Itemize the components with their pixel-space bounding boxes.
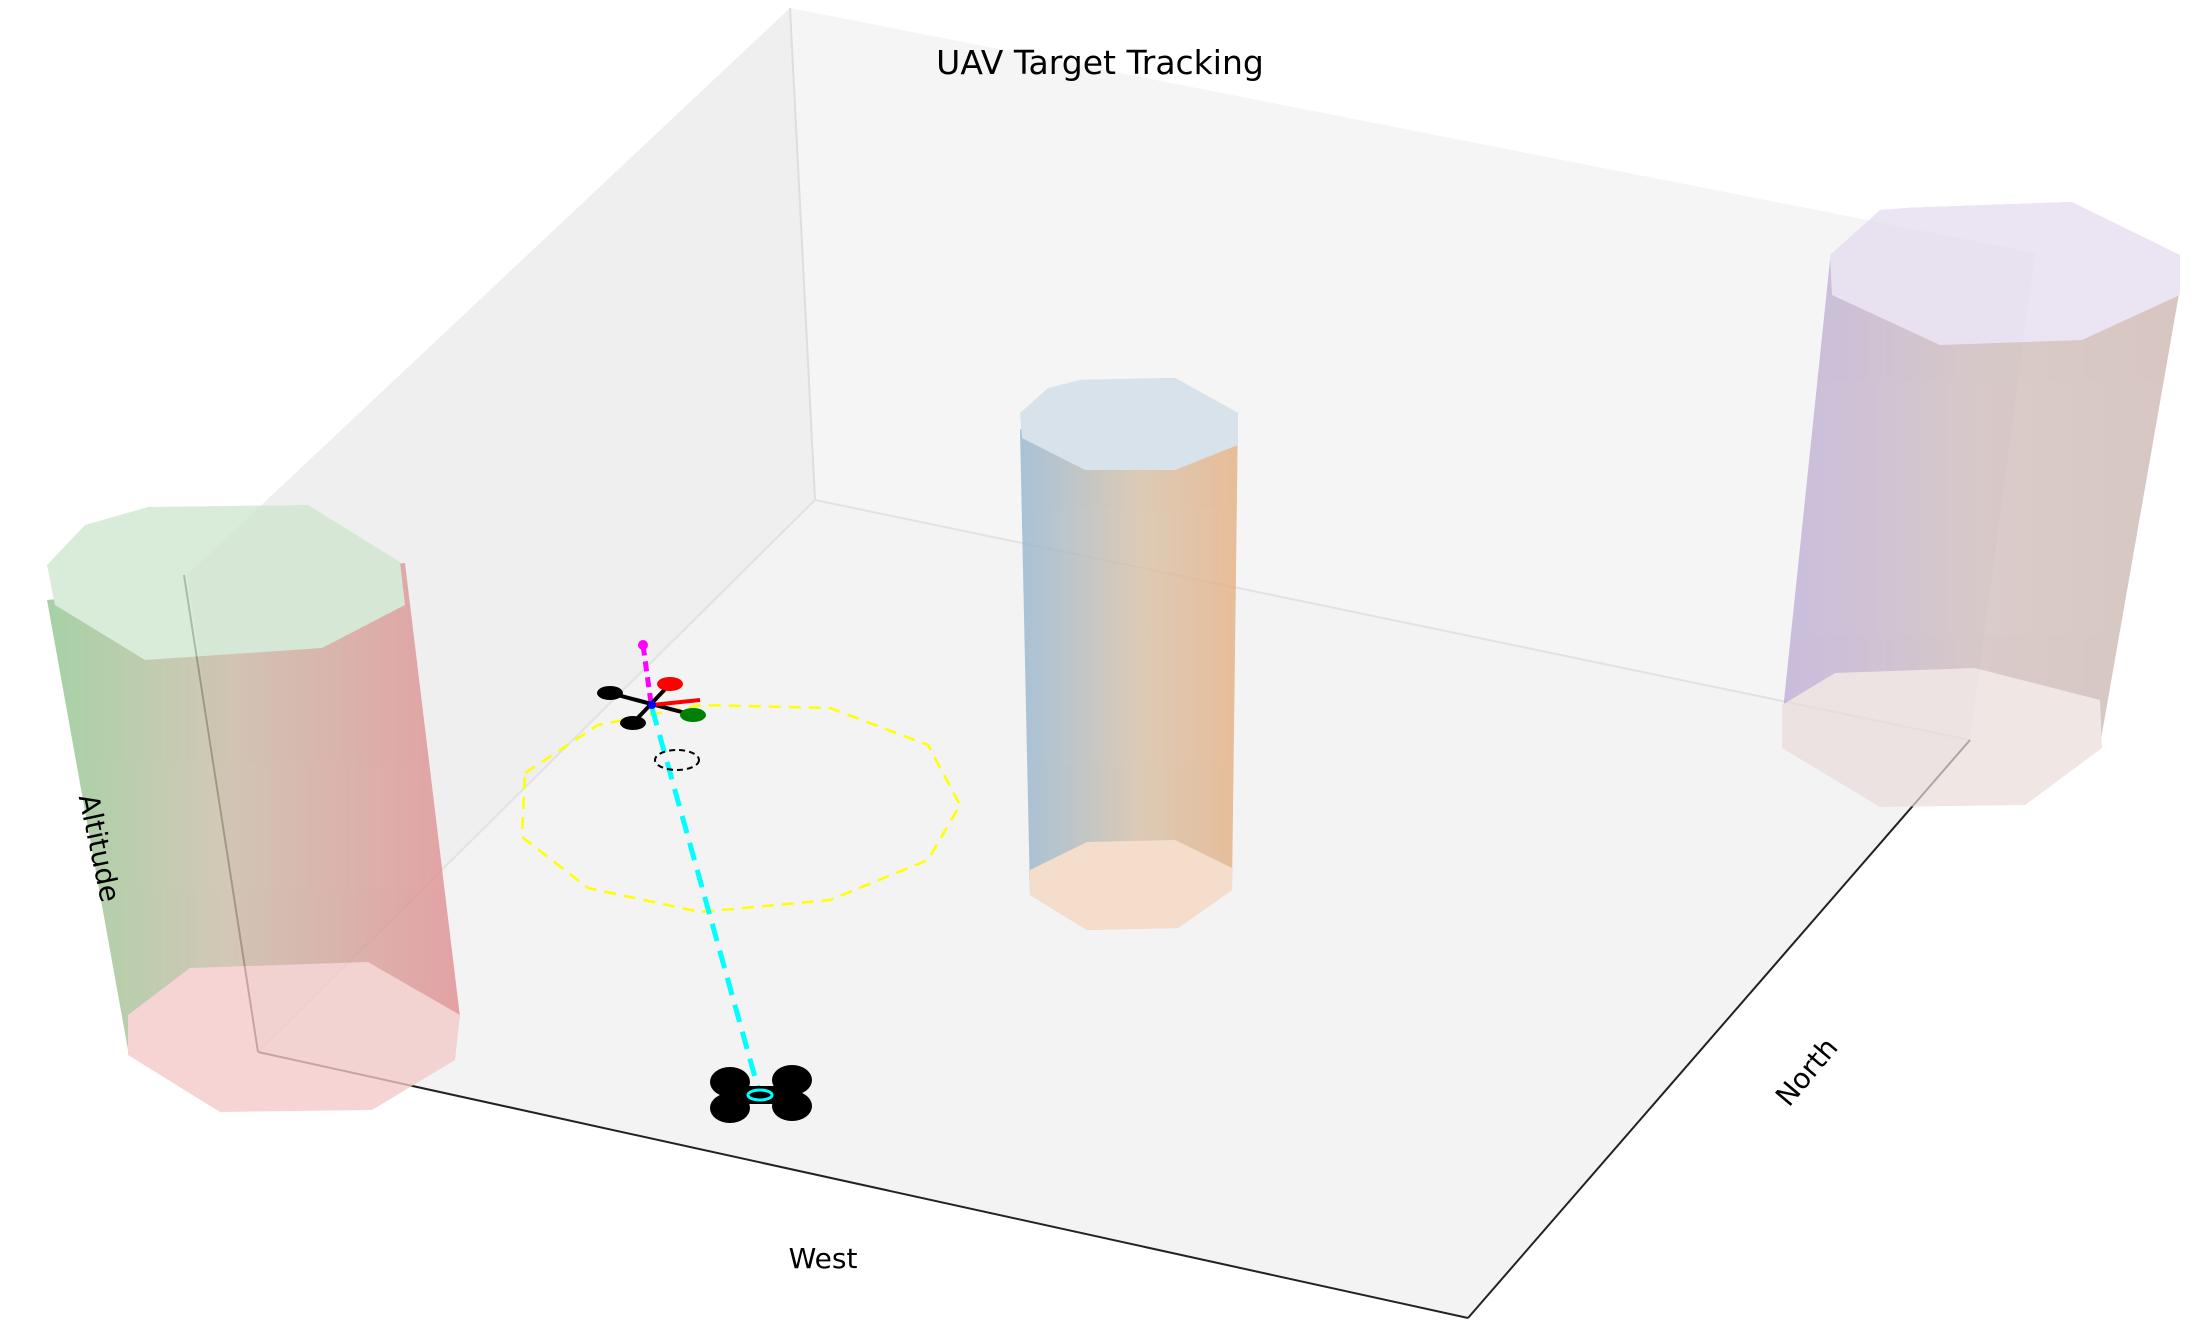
- obstacle-center-side: [1020, 378, 1238, 930]
- heading-tip: [638, 640, 648, 650]
- obstacle-center: [1020, 378, 1238, 930]
- rotor-front-right-icon: [680, 708, 706, 722]
- target-body: [730, 1086, 792, 1104]
- pane-edge: [789, 7, 816, 501]
- north-axis-line: [1467, 739, 1971, 1319]
- line-of-sight: [649, 707, 761, 1089]
- uav-center: [648, 701, 656, 709]
- obstacle-right-bottom: [1782, 668, 2102, 807]
- rotor-rear-left-icon: [597, 686, 623, 700]
- obstacle-center-top: [1020, 378, 1238, 470]
- uav-ground-footprint: [654, 749, 700, 771]
- tracking-path: [520, 703, 962, 914]
- y-axis-label: North: [1769, 1031, 1845, 1112]
- ground-target: [710, 1065, 812, 1123]
- rotor-front-left-icon: [657, 677, 683, 691]
- obstacle-right: [1782, 202, 2180, 807]
- body-x-axis: [651, 698, 701, 707]
- obstacle-left: [47, 505, 460, 1112]
- obstacle-left-top: [47, 505, 405, 660]
- rotor-rear-right-icon: [620, 716, 646, 730]
- target-center: [746, 1088, 774, 1102]
- uav-quadrotor: [597, 640, 706, 730]
- obstacle-right-side: [1782, 202, 2180, 805]
- heading-vector: [640, 644, 654, 704]
- obstacle-left-bottom: [128, 962, 460, 1112]
- obstacle-center-bottom: [1030, 840, 1232, 930]
- chart-title: UAV Target Tracking: [936, 43, 1264, 82]
- obstacle-right-top: [1830, 202, 2180, 345]
- pane-edge: [814, 499, 1971, 741]
- x-axis-label: West: [789, 1242, 858, 1275]
- west-axis-line: [257, 1051, 1469, 1319]
